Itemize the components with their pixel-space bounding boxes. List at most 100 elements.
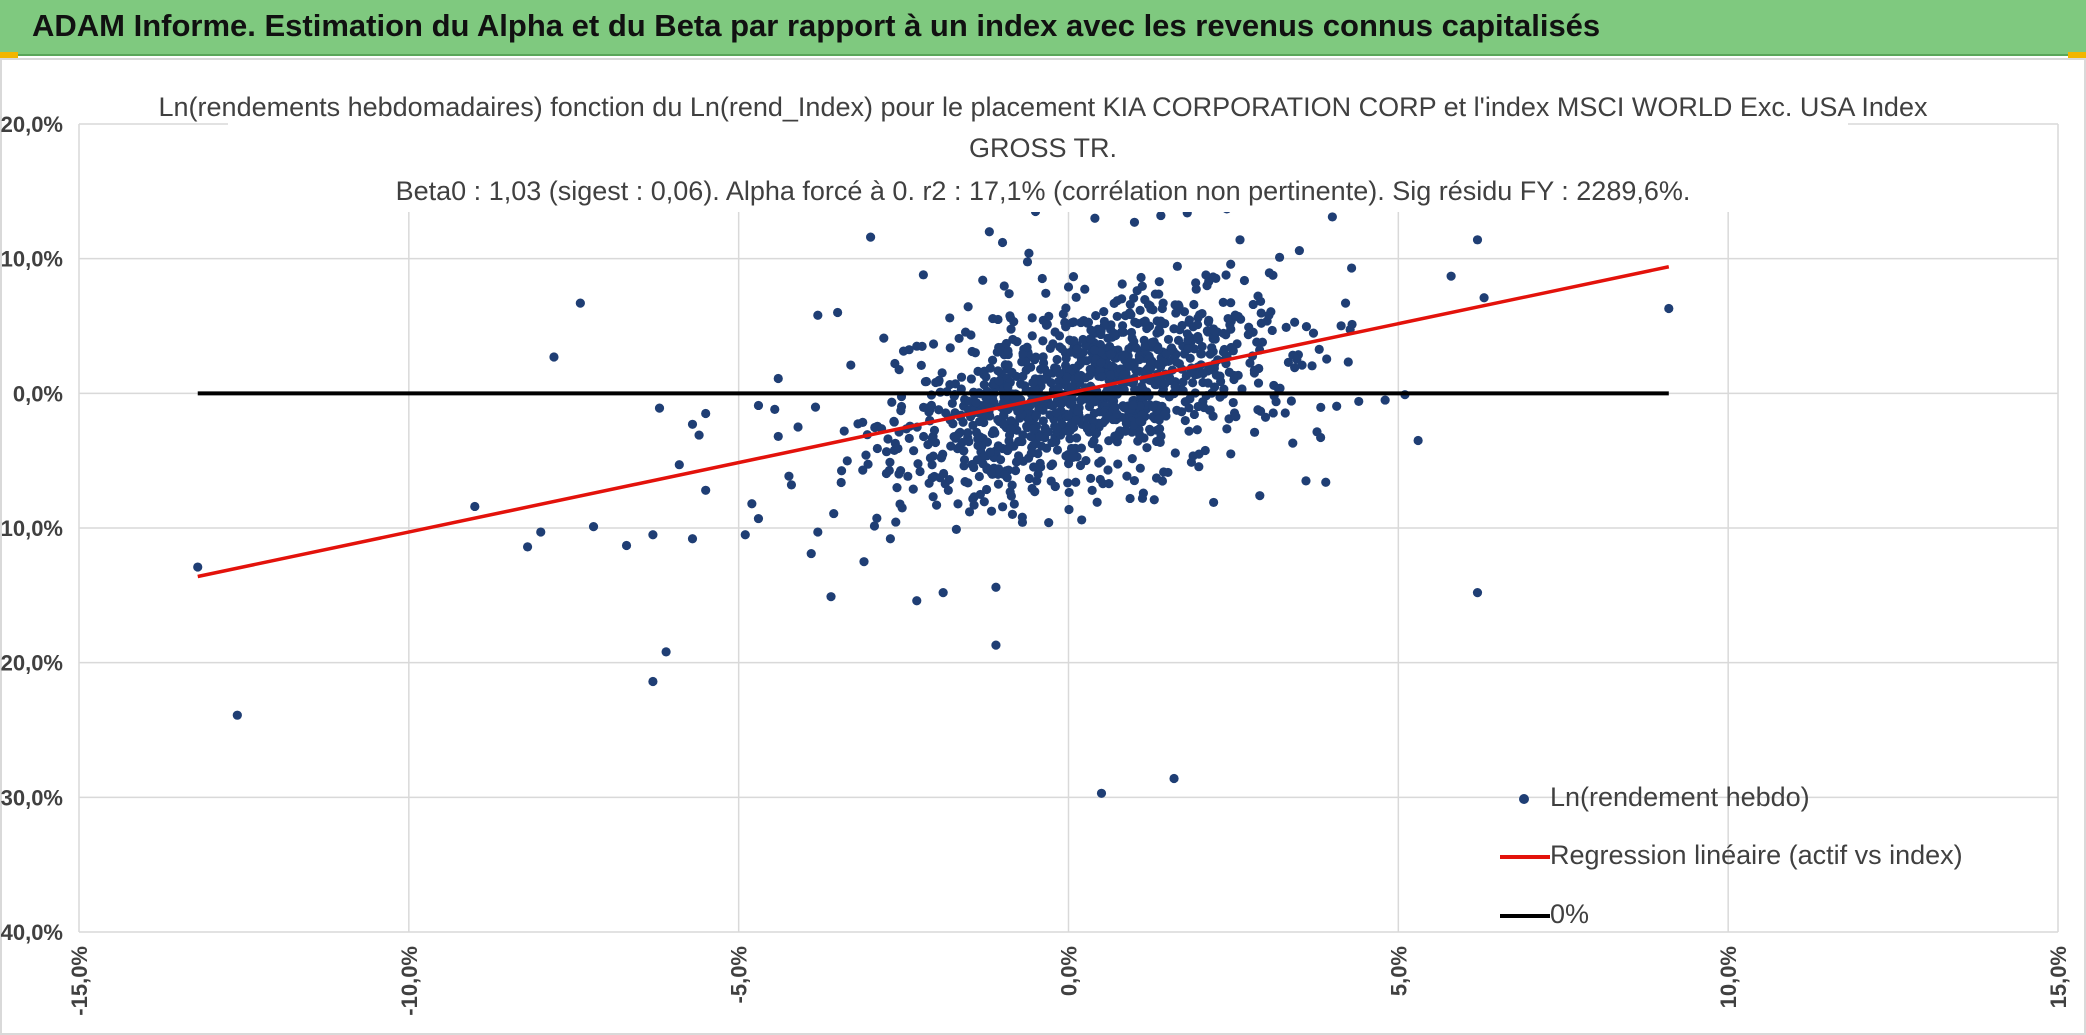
data-point (1301, 321, 1312, 332)
data-point (985, 447, 995, 457)
data-point (904, 433, 914, 443)
legend-label-zero: 0% (1550, 899, 1590, 929)
data-point (1119, 350, 1129, 360)
data-point (1129, 475, 1139, 486)
data-point (908, 484, 918, 494)
data-point (1307, 361, 1317, 371)
data-point (897, 503, 907, 513)
data-point (1072, 433, 1082, 443)
data-point (917, 341, 927, 351)
data-point (984, 227, 994, 237)
data-point (1134, 355, 1144, 365)
data-point (1171, 357, 1181, 367)
data-point (1103, 465, 1113, 475)
data-point (536, 527, 546, 537)
data-point (1203, 378, 1213, 388)
data-point (1063, 282, 1074, 292)
data-point (1275, 383, 1285, 393)
data-point (1203, 317, 1213, 327)
data-point (1197, 341, 1207, 352)
data-point (934, 405, 944, 415)
data-point (1252, 337, 1262, 347)
data-point (889, 416, 899, 426)
data-point (1145, 365, 1155, 375)
data-point (1135, 416, 1145, 426)
data-point (1347, 319, 1357, 330)
data-point (890, 438, 900, 448)
data-point (1047, 400, 1057, 410)
data-point (1292, 354, 1302, 364)
data-point (1316, 432, 1326, 443)
data-point (999, 281, 1009, 291)
data-point (994, 376, 1004, 386)
data-point (1076, 443, 1086, 453)
data-point (939, 468, 949, 479)
data-point (1093, 443, 1103, 454)
data-point (1013, 451, 1024, 461)
data-point (1156, 316, 1166, 326)
data-point (1163, 467, 1173, 478)
data-point (982, 463, 992, 473)
data-point (1131, 343, 1141, 353)
data-point (753, 513, 764, 524)
data-point (866, 232, 876, 242)
data-point (898, 346, 909, 356)
data-point (661, 647, 671, 657)
data-point (694, 430, 704, 440)
x-tick-label: -5,0% (727, 946, 752, 1003)
data-point (931, 377, 941, 388)
data-point (1230, 310, 1240, 320)
chart-frame (0, 58, 2086, 1035)
data-point (1180, 415, 1190, 426)
data-point (1233, 370, 1243, 380)
data-point (993, 479, 1004, 489)
data-point (1050, 481, 1060, 492)
data-point (1137, 493, 1148, 503)
report-title: ADAM Informe. Estimation du Alpha et du … (32, 8, 1601, 43)
data-point (1009, 499, 1019, 509)
data-point (1226, 342, 1236, 353)
y-tick-label: -10,0% (0, 516, 63, 541)
data-point (1167, 343, 1177, 353)
data-point (1117, 279, 1127, 289)
data-point (1071, 292, 1081, 302)
data-point (1280, 408, 1290, 418)
data-point (549, 352, 559, 362)
data-point (964, 507, 975, 517)
data-point (770, 404, 780, 414)
data-point (928, 492, 938, 502)
data-point (945, 313, 955, 323)
data-point (1153, 344, 1163, 355)
data-point (1446, 271, 1456, 281)
data-point (1010, 466, 1021, 476)
data-point (928, 451, 938, 461)
data-point (773, 373, 783, 384)
data-point (1148, 402, 1158, 412)
data-point (1005, 311, 1015, 321)
data-point (915, 466, 925, 477)
legend-dot-icon (1500, 778, 1550, 818)
data-point (1189, 409, 1199, 420)
data-point (648, 676, 658, 687)
data-point (885, 457, 895, 467)
data-point (1192, 320, 1203, 330)
data-point (963, 302, 973, 312)
chart-title-line: Beta0 : 1,03 (sigest : 0,06). Alpha forc… (396, 176, 1691, 206)
data-point (1479, 293, 1489, 303)
data-point (1038, 336, 1048, 346)
data-point (1118, 369, 1129, 380)
data-point (993, 314, 1003, 325)
data-point (1223, 313, 1233, 324)
data-point (1052, 424, 1062, 434)
data-point (978, 275, 988, 285)
data-point (1173, 304, 1183, 314)
data-point (1332, 401, 1342, 411)
data-point (863, 459, 873, 469)
data-point (1044, 518, 1054, 528)
data-point (1226, 259, 1236, 269)
data-point (1030, 487, 1040, 497)
data-point (1003, 360, 1013, 370)
data-point (836, 466, 847, 476)
data-point (1080, 284, 1090, 294)
